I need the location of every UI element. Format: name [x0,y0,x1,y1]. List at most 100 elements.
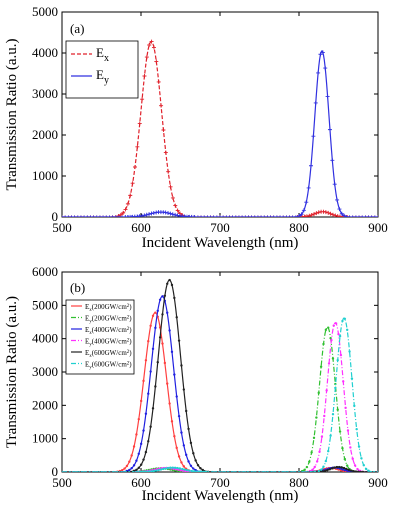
data-point [192,467,195,470]
data-point [221,215,225,217]
y-tick-label: 2000 [32,397,58,412]
data-point [169,466,172,469]
data-point [154,385,157,388]
data-point [144,212,149,217]
data-point [334,386,337,390]
data-point [104,471,107,472]
data-point [268,215,273,217]
data-point [143,470,146,472]
data-point [323,469,327,472]
data-point [166,282,169,286]
data-point [188,469,191,472]
data-point [101,215,105,217]
data-point [173,466,177,469]
data-point [274,471,277,472]
data-point [338,334,342,338]
data-point [190,469,193,472]
data-point [333,213,338,217]
data-point [330,339,333,342]
y-tick-label: 2000 [32,127,58,142]
legend-close: ) [129,303,132,311]
data-point [120,468,124,472]
data-point [149,211,154,216]
data-point [66,215,70,217]
data-point [326,468,329,472]
data-point [265,215,269,217]
data-point [137,417,140,421]
data-point [163,361,167,365]
data-point [313,100,318,105]
data-point [348,350,351,353]
data-point [96,471,99,472]
data-point [147,340,150,343]
data-point [336,408,339,411]
data-point [137,452,140,455]
data-point [218,215,222,217]
data-point [166,169,171,174]
data-point [325,94,330,99]
data-point [175,446,178,450]
data-point [246,215,251,217]
data-point [366,215,371,217]
data-point [319,468,323,471]
data-point [205,215,209,217]
data-point [282,471,285,472]
data-point [177,414,181,418]
data-point [130,181,135,186]
data-point [154,59,159,64]
data-point [114,215,118,217]
data-point [318,52,323,57]
data-point [332,324,335,327]
data-point [349,446,352,449]
data-point [215,215,219,217]
data-point [356,467,359,471]
legend-tail: (600GW/cm [92,361,128,369]
data-point [144,55,149,60]
data-point [226,471,229,472]
data-point [154,311,157,314]
data-point [357,470,360,472]
data-point [100,471,103,472]
data-point [161,128,166,133]
legend-entry: Ex(600GW/cm2) [85,349,132,359]
data-point [342,213,347,217]
data-point [147,440,150,443]
data-point [142,213,147,217]
data-point [345,467,348,471]
legend-sub: y [89,366,92,371]
legend-main: E [85,349,89,357]
data-point [62,471,63,472]
legend-sup: 2 [127,304,130,309]
series-line [62,326,378,472]
data-point [258,471,261,472]
x-axis-label: Incident Wavelength (nm) [142,488,299,504]
data-point [161,342,164,345]
data-point [149,39,154,44]
data-point [336,358,339,362]
data-point [186,215,190,217]
data-point [173,203,178,208]
data-point [128,468,131,472]
data-point [322,465,325,468]
data-point [317,391,320,395]
data-point [170,195,175,200]
data-point [118,212,123,217]
data-point [76,215,80,217]
data-point [335,465,339,469]
data-point [150,470,153,472]
data-point [157,468,160,472]
data-point [242,471,245,472]
data-point [219,470,221,472]
data-point [137,121,142,126]
data-point [319,365,323,368]
x-tick-label: 500 [52,220,72,235]
data-point [180,364,183,367]
data-point [189,464,193,467]
data-point [335,197,340,202]
x-axis-label: Incident Wavelength (nm) [142,235,299,251]
data-point [149,425,152,428]
data-point [360,215,364,217]
y-tick-label: 0 [52,209,59,224]
data-point [166,211,171,216]
data-point [149,324,152,327]
